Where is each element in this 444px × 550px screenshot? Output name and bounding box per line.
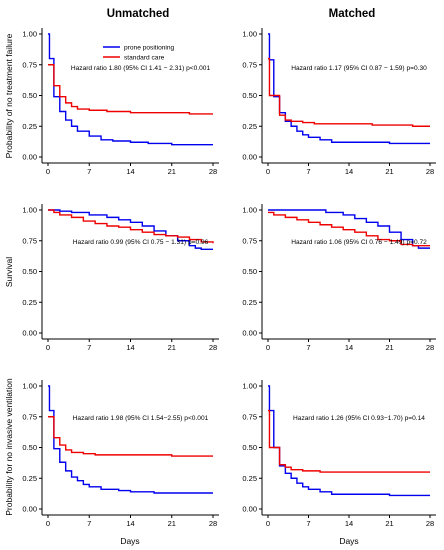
y-tick-label: 0.75 (22, 236, 37, 245)
hazard-ratio-annotation: Hazard ratio 1.06 (95% CI 0.76 − 1.49) p… (291, 239, 427, 246)
x-tick-label: 14 (345, 167, 353, 176)
y-tick-label: 0.50 (22, 267, 37, 276)
y-tick-label: 0.50 (22, 443, 37, 452)
x-tick-label: 21 (385, 519, 393, 528)
y-tick-label: 1.00 (242, 382, 257, 391)
series-line-prone-positioning (48, 209, 213, 251)
series-line-standard-care (268, 409, 430, 473)
series-line-standard-care (268, 57, 430, 127)
x-tick-label: 0 (46, 519, 50, 528)
series-line-prone-positioning (48, 385, 213, 494)
x-tick-label: 7 (87, 519, 91, 528)
x-tick-label: 0 (266, 519, 270, 528)
ylabel-row-1: Probability of no treatment failure (4, 33, 14, 158)
series-line-prone-positioning (48, 33, 213, 146)
y-tick-label: 1.00 (22, 30, 37, 39)
panel-unmatched-survival: 0.00 0.25 0.50 0.75 1.00 0 7 14 21 28 Hazard ratio… (22, 204, 219, 352)
y-tick-label: 0.25 (22, 122, 37, 131)
hazard-ratio-annotation: Hazard ratio 1.98 (95% CI 1.54−2.55) p<0… (73, 415, 209, 422)
series-line-prone-positioning (268, 385, 430, 497)
panel-matched-survival: 0.00 0.25 0.50 0.75 1.00 0 7 14 21 28 Hazard ratio… (242, 204, 436, 352)
x-tick-label: 14 (126, 167, 134, 176)
legend: prone positioning standard care (103, 45, 175, 62)
x-tick-label: 7 (87, 343, 91, 352)
x-tick-label: 21 (385, 343, 393, 352)
x-tick-label: 21 (168, 343, 176, 352)
x-tick-label: 28 (209, 519, 217, 528)
y-tick-label: 0.00 (22, 153, 37, 162)
hazard-ratio-annotation: Hazard ratio 1.26 (95% CI 0.93−1.70) p=0… (293, 415, 425, 422)
hazard-ratio-annotation: Hazard ratio 1.17 (95% CI 0.87 − 1.59) p… (291, 65, 427, 72)
y-tick-label: 0.50 (22, 91, 37, 100)
x-tick-label: 28 (209, 343, 217, 352)
y-tick-label: 0.00 (22, 505, 37, 514)
x-tick-label: 14 (345, 519, 353, 528)
y-tick-label: 0.25 (22, 474, 37, 483)
y-tick-label: 0.00 (242, 153, 257, 162)
x-tick-label: 7 (306, 343, 310, 352)
x-tick-label: 28 (209, 167, 217, 176)
x-tick-label: 0 (266, 343, 270, 352)
x-tick-label: 7 (306, 167, 310, 176)
y-tick-label: 0.25 (242, 122, 257, 131)
y-tick-label: 1.00 (242, 206, 257, 215)
column-title-unmatched: Unmatched (107, 8, 170, 20)
x-tick-label: 28 (426, 167, 434, 176)
panel-unmatched-invasive-ventilation: 0.00 0.25 0.50 0.75 1.00 0 7 14 21 28 Hazard ratio… (22, 380, 219, 528)
y-tick-label: 0.25 (242, 474, 257, 483)
x-tick-label: 28 (426, 519, 434, 528)
ylabel-row-2: Survival (4, 257, 14, 287)
series-line-prone-positioning (268, 33, 430, 145)
y-tick-label: 0.25 (242, 298, 257, 307)
legend-label-prone: prone positioning (124, 45, 175, 52)
x-tick-label: 0 (46, 167, 50, 176)
x-tick-label: 21 (168, 519, 176, 528)
y-tick-label: 0.50 (242, 91, 257, 100)
y-tick-label: 0.50 (242, 267, 257, 276)
series-line-standard-care (268, 211, 430, 247)
y-tick-label: 1.00 (22, 382, 37, 391)
y-tick-label: 1.00 (242, 30, 257, 39)
y-tick-label: 0.00 (242, 505, 257, 514)
series-line-standard-care (48, 64, 213, 115)
y-tick-label: 0.00 (22, 329, 37, 338)
xlabel-left: Days (120, 536, 139, 546)
hazard-ratio-annotation: Hazard ratio 1.80 (95% CI 1.41 − 2.31) p… (71, 65, 211, 72)
y-tick-label: 0.75 (242, 60, 257, 69)
x-tick-label: 7 (87, 167, 91, 176)
x-tick-label: 14 (126, 343, 134, 352)
series-line-prone-positioning (268, 209, 430, 249)
x-tick-label: 7 (306, 519, 310, 528)
x-tick-label: 21 (168, 167, 176, 176)
x-tick-label: 28 (426, 343, 434, 352)
ylabel-row-3: Probability for no invasive ventilation (4, 378, 14, 516)
y-tick-label: 0.75 (22, 60, 37, 69)
x-tick-label: 21 (385, 167, 393, 176)
panel-unmatched-treatment-failure: 0.00 0.25 0.50 0.75 1.00 0 7 14 21 28 Hazard ratio… (22, 28, 219, 176)
x-tick-label: 14 (126, 519, 134, 528)
y-tick-label: 0.75 (22, 412, 37, 421)
series-line-standard-care (48, 209, 214, 244)
y-tick-label: 0.75 (242, 236, 257, 245)
y-tick-label: 0.50 (242, 443, 257, 452)
panel-matched-treatment-failure: 0.00 0.25 0.50 0.75 1.00 0 7 14 21 28 Hazard ratio… (242, 28, 436, 176)
y-tick-label: 0.75 (242, 412, 257, 421)
xlabel-right: Days (339, 536, 358, 546)
x-tick-label: 0 (46, 343, 50, 352)
y-tick-label: 0.00 (242, 329, 257, 338)
column-title-matched: Matched (329, 8, 376, 20)
x-tick-label: 0 (266, 167, 270, 176)
y-tick-label: 0.25 (22, 298, 37, 307)
panels: 0.00 0.25 0.50 0.75 1.00 0 7 14 21 28 Hazard ratio… (22, 28, 436, 528)
y-tick-label: 1.00 (22, 206, 37, 215)
series-line-standard-care (48, 416, 213, 457)
hazard-ratio-annotation: Hazard ratio 0.99 (95% CI 0.75 − 1.31) p… (73, 239, 209, 246)
legend-label-standard: standard care (124, 55, 165, 62)
x-tick-label: 14 (345, 343, 353, 352)
panel-matched-invasive-ventilation: 0.00 0.25 0.50 0.75 1.00 0 7 14 21 28 Hazard ratio… (242, 380, 436, 528)
